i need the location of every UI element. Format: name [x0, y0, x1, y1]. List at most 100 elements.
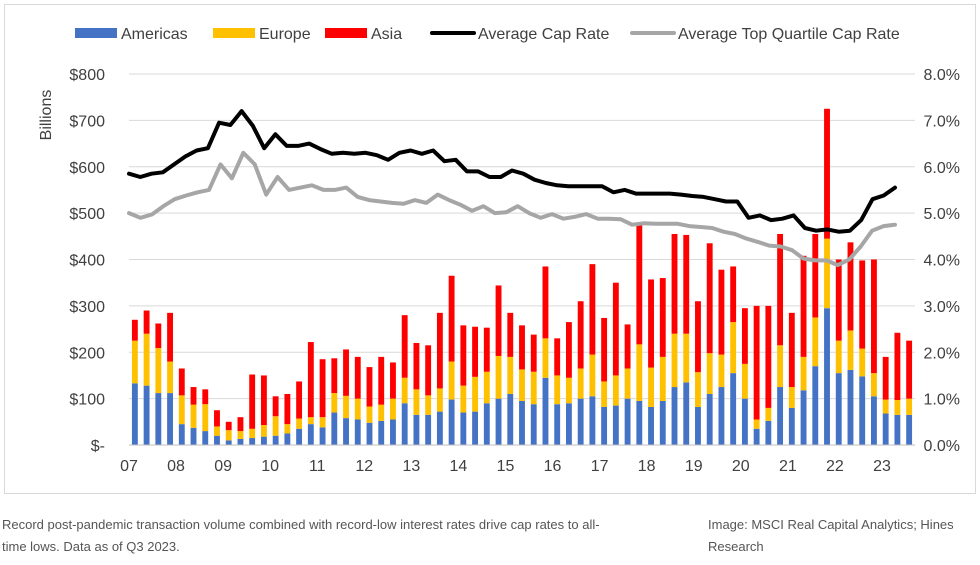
bar-segment: [190, 387, 197, 405]
legend-label: Asia: [371, 26, 402, 43]
bar-segment: [131, 340, 138, 384]
figure-caption: Record post-pandemic transaction volume …: [2, 514, 692, 558]
bar-segment: [448, 275, 455, 362]
bar-segment: [730, 373, 737, 445]
y2-tick-label: 1.0%: [924, 392, 960, 409]
bar-segment: [167, 312, 173, 362]
bar-segment: [706, 353, 713, 394]
bar-segment: [683, 333, 690, 383]
bar-segment: [331, 412, 338, 445]
bar-segment: [530, 334, 537, 372]
bar-segment: [824, 238, 830, 309]
bar-segment: [202, 431, 209, 445]
bar-segment: [671, 387, 678, 445]
bar-segment: [765, 420, 772, 445]
bar-segment: [636, 224, 643, 345]
bar-segment: [894, 414, 901, 445]
bar-segment: [307, 417, 314, 425]
bar-segment: [366, 422, 373, 445]
bar-segment: [695, 406, 701, 445]
bar-segment: [507, 312, 514, 357]
bar-segment: [225, 440, 232, 445]
x-tick-label: 13: [402, 458, 420, 475]
credit-line: Image: MSCI Real Capital Analytics; Hine…: [708, 517, 954, 532]
y2-tick-label: 8.0%: [924, 67, 960, 84]
bar-segment: [143, 333, 150, 386]
bar-segment: [859, 376, 866, 445]
bar-segment: [237, 438, 244, 445]
bar-segment: [730, 322, 737, 374]
bar-segment: [343, 395, 349, 419]
bar-segment: [589, 396, 596, 445]
bar-segment: [472, 376, 479, 412]
bar-segment: [871, 373, 877, 397]
bar-segment: [507, 393, 514, 445]
bar-segment: [530, 404, 537, 445]
bar-segment: [507, 356, 514, 394]
bar-segment: [847, 242, 854, 331]
bar-segment: [202, 404, 209, 432]
bar-segment: [612, 405, 619, 445]
bar-segment: [390, 398, 396, 420]
bar-segment: [378, 356, 385, 405]
bar-segment: [483, 327, 490, 372]
bar-segment: [413, 389, 420, 415]
bar-segment: [753, 305, 760, 420]
bar-segment: [589, 264, 596, 355]
legend-label: Europe: [259, 26, 311, 43]
x-tick-label: 14: [450, 458, 468, 475]
bar-segment: [601, 406, 608, 445]
bar-segment: [765, 407, 772, 421]
bar-segment: [554, 375, 561, 405]
y-tick-label: $800: [69, 67, 105, 84]
bar-segment: [636, 400, 643, 445]
bar-segment: [343, 349, 349, 396]
y2-tick-label: 3.0%: [924, 299, 960, 316]
bar-segment: [871, 396, 877, 445]
bar-segment: [565, 377, 572, 404]
bar-segment: [835, 259, 842, 341]
bar-segment: [601, 381, 608, 407]
bar-segment: [319, 417, 326, 428]
x-tick-label: 17: [591, 458, 609, 475]
series-line: [127, 150, 897, 268]
bar-segment: [272, 435, 279, 445]
y-tick-label: $700: [69, 113, 105, 130]
bar-segment: [331, 358, 338, 394]
x-tick-label: 19: [685, 458, 703, 475]
bar-segment: [824, 308, 830, 445]
legend-swatch: [325, 28, 367, 38]
x-tick-label: 18: [638, 458, 656, 475]
bar-segment: [659, 400, 666, 445]
bar-segment: [155, 393, 162, 445]
bar-segment: [460, 412, 467, 445]
bar-segment: [413, 342, 420, 390]
x-tick-label: 23: [873, 458, 891, 475]
x-tick-label: 10: [261, 458, 279, 475]
legend-label: Average Cap Rate: [478, 26, 609, 43]
y-tick-label: $500: [69, 206, 105, 223]
bar-segment: [519, 369, 525, 401]
y-axis-label: Billions: [38, 90, 55, 141]
bar-segment: [542, 266, 549, 339]
bar-segment: [448, 361, 455, 400]
bar-segment: [167, 393, 173, 445]
bar-segment: [272, 396, 279, 417]
bar-segment: [812, 366, 819, 445]
x-tick-label: 15: [497, 458, 515, 475]
bar-segment: [284, 393, 291, 425]
legend-swatch: [75, 28, 117, 38]
x-tick-label: 16: [544, 458, 562, 475]
bar-segment: [671, 333, 678, 388]
bar-segment: [214, 426, 220, 436]
bar-segment: [354, 419, 361, 445]
bar-segment: [249, 428, 256, 439]
bar-segment: [436, 411, 443, 445]
bar-segment: [307, 342, 314, 418]
y-tick-label: $600: [69, 160, 105, 177]
bar-segment: [354, 356, 361, 399]
bar-segment: [401, 377, 408, 404]
bar-segment: [554, 338, 561, 376]
bar-segment: [131, 383, 138, 445]
bar-segment: [178, 368, 185, 396]
